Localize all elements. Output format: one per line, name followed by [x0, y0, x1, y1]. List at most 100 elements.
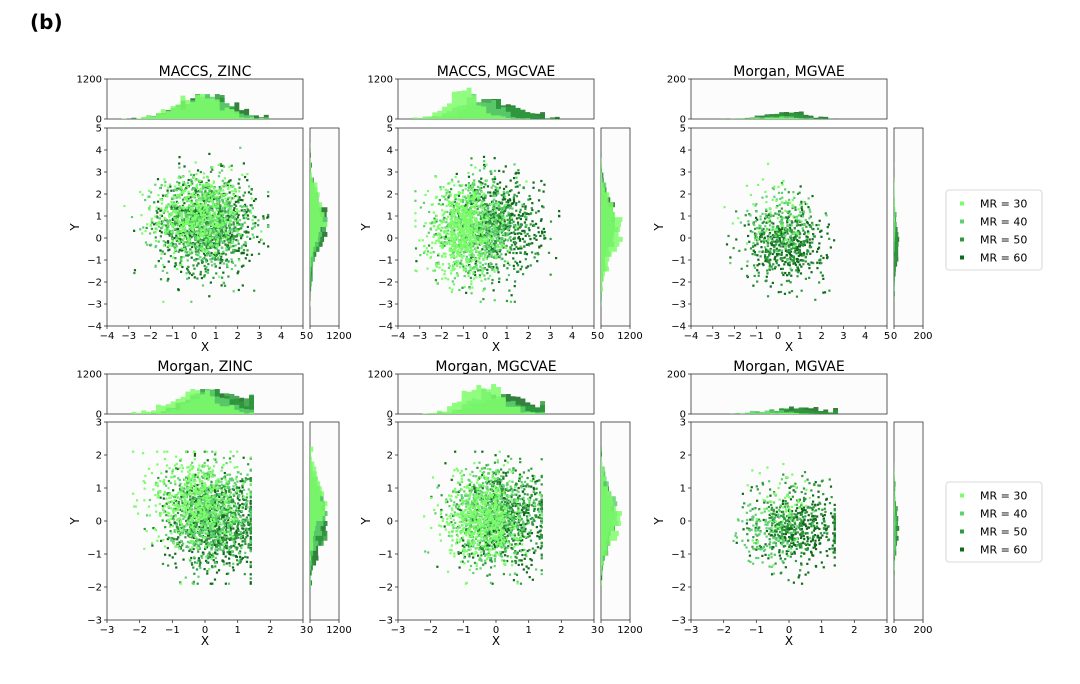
scatter-point [478, 229, 481, 232]
scatter-point [755, 210, 758, 213]
scatter-point [223, 227, 226, 230]
scatter-point [504, 224, 507, 227]
top-hist-tick-label: 1200 [368, 75, 393, 86]
scatter-point [225, 234, 228, 237]
scatter-point [187, 265, 190, 268]
scatter-point [170, 213, 173, 216]
scatter-point [525, 218, 528, 221]
scatter-point [810, 271, 813, 274]
scatter-point [778, 237, 781, 240]
scatter-point [472, 202, 475, 205]
scatter-point [526, 265, 530, 268]
scatter-point [464, 203, 467, 207]
scatter-point [196, 231, 199, 235]
scatter-point [788, 256, 792, 259]
scatter-point [814, 298, 817, 301]
scatter-point [540, 230, 544, 233]
scatter-point [495, 224, 498, 227]
scatter-point [775, 206, 778, 209]
scatter-point [206, 235, 209, 238]
scatter-point [195, 250, 199, 253]
scatter-point [478, 275, 481, 279]
scatter-point [452, 233, 455, 236]
scatter-point [468, 264, 471, 267]
scatter-point [458, 212, 461, 215]
scatter-point [455, 224, 459, 227]
scatter-point [479, 254, 482, 258]
scatter-point [130, 215, 134, 219]
scatter-point [498, 237, 501, 240]
scatter-point [757, 231, 761, 234]
scatter-point [189, 236, 192, 240]
scatter-point [184, 210, 187, 213]
scatter-point [558, 215, 561, 218]
scatter-point [523, 231, 526, 234]
x-tick-label: 0 [191, 331, 197, 342]
x-tick-label: 0 [775, 331, 781, 342]
scatter-point [197, 241, 200, 244]
scatter-point [452, 251, 456, 254]
scatter-point [746, 275, 749, 279]
scatter-point [204, 192, 207, 195]
scatter-point [484, 222, 487, 226]
scatter-point [519, 245, 522, 248]
scatter-point [163, 265, 166, 269]
scatter-point [439, 234, 442, 237]
scatter-point [786, 210, 789, 213]
scatter-point [788, 214, 791, 217]
scatter-point [492, 210, 495, 213]
scatter-point [447, 196, 450, 199]
scatter-point [465, 224, 469, 227]
scatter-point [216, 245, 219, 248]
scatter-point [754, 238, 757, 241]
scatter-point [215, 203, 219, 206]
scatter-point [795, 252, 798, 255]
scatter-point [414, 212, 417, 215]
y-axis-label: Y [359, 223, 373, 232]
scatter-point [470, 280, 473, 283]
x-tick-label: −1 [456, 331, 471, 342]
scatter-point [471, 213, 474, 217]
scatter-point [183, 236, 186, 239]
scatter-point [494, 214, 497, 218]
x-tick-label: 4 [862, 331, 868, 342]
scatter-point [492, 223, 495, 226]
scatter-point [162, 244, 166, 247]
scatter-point [472, 216, 475, 219]
scatter-point [796, 266, 799, 269]
scatter-point [465, 234, 468, 237]
scatter-point [123, 204, 126, 208]
scatter-point [754, 216, 758, 219]
scatter-point [503, 222, 506, 225]
scatter-point [195, 209, 198, 212]
scatter-point [479, 217, 482, 220]
scatter-point [209, 170, 213, 173]
scatter-point [495, 216, 498, 219]
scatter-point [787, 219, 791, 222]
x-tick-label: −1 [749, 331, 764, 342]
scatter-point [527, 212, 530, 216]
scatter-point [779, 229, 782, 232]
y-tick-label: −3 [378, 300, 393, 311]
scatter-point [212, 212, 215, 216]
scatter-point [453, 184, 456, 187]
scatter-point [180, 193, 184, 196]
scatter-point [192, 195, 195, 199]
scatter-point [167, 249, 170, 252]
scatter-point [148, 208, 151, 211]
scatter-point [213, 219, 216, 222]
scatter-point [487, 250, 491, 253]
scatter-point [224, 237, 227, 240]
scatter-point [781, 227, 784, 231]
scatter-point [492, 250, 495, 253]
scatter-point [233, 249, 237, 253]
scatter-point [531, 202, 534, 205]
scatter-point [475, 189, 478, 192]
scatter-point [808, 246, 811, 249]
scatter-point [482, 298, 485, 301]
scatter-point [221, 179, 224, 182]
scatter-point [524, 225, 527, 228]
scatter-point [148, 207, 151, 210]
scatter-point [769, 251, 772, 254]
y-tick-label: −2 [87, 278, 102, 289]
